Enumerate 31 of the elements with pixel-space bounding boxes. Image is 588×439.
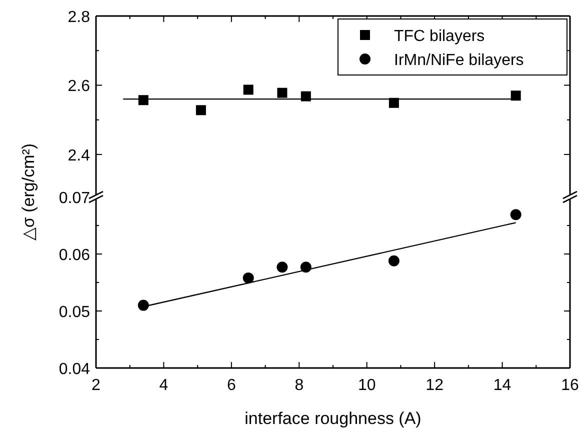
- point: [196, 105, 206, 116]
- point: [138, 300, 149, 311]
- x-tick-label: 4: [159, 377, 168, 394]
- x-tick-label: 8: [294, 377, 304, 394]
- point: [243, 84, 254, 95]
- y-tick-label: 0.07: [58, 190, 90, 207]
- y-tick-label: 0.06: [58, 247, 90, 264]
- x-tick-label: 12: [426, 377, 444, 394]
- y-tick-label: 0.05: [58, 304, 90, 321]
- y-tick-label: 0.04: [58, 361, 90, 378]
- y-tick-label: 2.6: [68, 78, 90, 96]
- x-tick-label: 10: [358, 377, 376, 394]
- x-axis-title: interface roughness (A): [244, 409, 422, 428]
- x-tick-label: 2: [92, 377, 101, 394]
- point: [276, 262, 288, 273]
- point: [138, 95, 148, 106]
- point: [388, 255, 400, 266]
- legend-label: TFC bilayers: [394, 28, 485, 45]
- point: [300, 91, 311, 102]
- y-axis-title: △σ (erg/cm²): [19, 143, 38, 241]
- point: [277, 88, 288, 98]
- x-tick-label: 16: [561, 377, 579, 394]
- y-tick-label: 2.8: [68, 9, 90, 26]
- point: [242, 272, 254, 284]
- y-tick-label: 2.4: [68, 147, 90, 164]
- x-tick-label: 14: [493, 377, 512, 394]
- point: [388, 98, 399, 108]
- x-tick-label: 6: [226, 377, 236, 394]
- point: [510, 90, 521, 101]
- point: [510, 209, 522, 220]
- text: IrMn/NiFe bilayers: [394, 52, 524, 69]
